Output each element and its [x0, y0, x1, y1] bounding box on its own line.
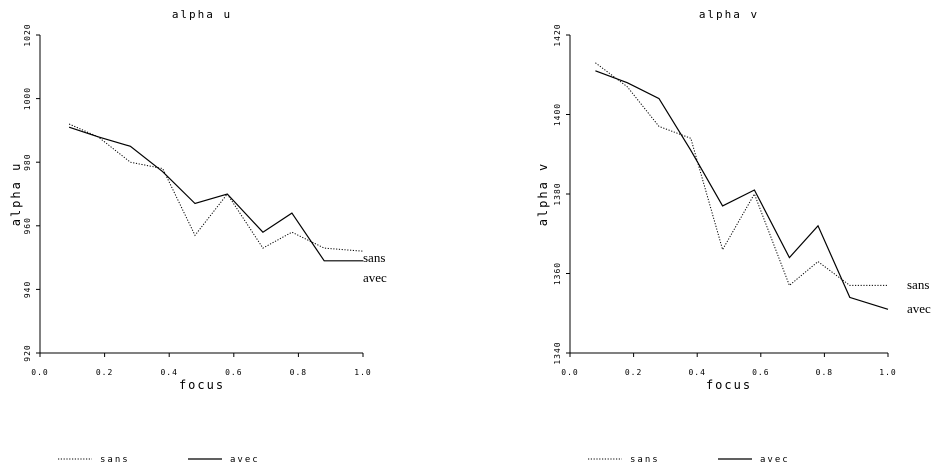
panel-alpha-u: alpha u 920 940 960 980 1000 1020 0.0 0.2 0.4 0.6 0…: [9, 8, 387, 465]
y-tick-label: 1380: [553, 182, 562, 205]
x-tick-label: 0.2: [96, 368, 113, 377]
series-annotation-avec: avec: [363, 270, 387, 285]
legend-label-sans: sans: [100, 455, 130, 465]
y-tick-label: 920: [23, 344, 32, 361]
x-tick-label: 0.4: [160, 368, 177, 377]
legend-label-avec: avec: [230, 455, 260, 465]
series-annotation-avec: avec: [907, 301, 931, 316]
x-tick-label: 0.0: [31, 368, 48, 377]
legend-label-avec: avec: [760, 455, 790, 465]
x-tick-label: 0.2: [625, 368, 642, 377]
x-tick-label: 0.8: [290, 368, 307, 377]
series-annotation-sans: sans: [907, 277, 929, 292]
y-tick-label: 1400: [553, 103, 562, 126]
y-tick-label: 1420: [553, 23, 562, 46]
series-line-sans: [595, 62, 888, 287]
legend-label-sans: sans: [630, 455, 660, 465]
y-axis-label: alpha v: [536, 162, 550, 227]
x-tick-label: 1.0: [354, 368, 371, 377]
series-line-avec: [68, 126, 363, 262]
chart-title: alpha v: [699, 8, 759, 21]
x-tick-label: 0.6: [225, 368, 242, 377]
y-tick-label: 1000: [23, 87, 32, 110]
x-axis-label: focus: [706, 378, 752, 392]
x-tick-label: 0.0: [561, 368, 578, 377]
y-tick-label: 1020: [23, 23, 32, 46]
y-axis-label: alpha u: [9, 162, 23, 227]
y-tick-label: 1360: [553, 262, 562, 285]
y-tick-label: 960: [23, 217, 32, 234]
series-line-sans: [68, 123, 364, 252]
x-tick-label: 0.6: [752, 368, 769, 377]
x-tick-label: 0.8: [816, 368, 833, 377]
chart-title: alpha u: [172, 8, 232, 21]
y-tick-label: 940: [23, 281, 32, 298]
series-line-avec: [595, 70, 889, 310]
x-tick-label: 0.4: [688, 368, 705, 377]
x-axis-label: focus: [179, 378, 225, 392]
y-tick-label: 1340: [553, 341, 562, 364]
series-annotation-sans: sans: [363, 250, 385, 265]
panel-alpha-v: alpha v 1340 1360 1380 1400 1420 0.0 0.2 0.4 0.6 0…: [536, 8, 931, 465]
y-tick-label: 980: [23, 153, 32, 170]
x-tick-label: 1.0: [879, 368, 896, 377]
